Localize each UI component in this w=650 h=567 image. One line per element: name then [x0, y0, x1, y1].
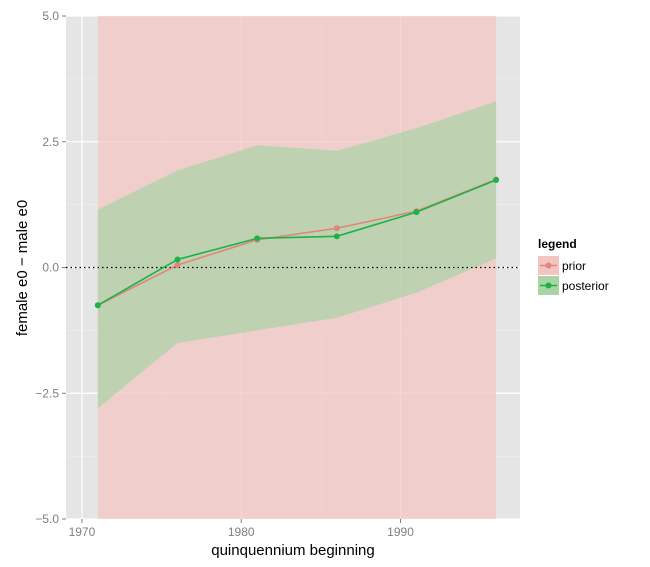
legend-entry-prior: prior: [538, 256, 586, 275]
x-tick-label: 1970: [69, 525, 96, 539]
y-tick-label: 2.5: [42, 135, 59, 149]
axes: 1970 1980 1990 −5.0 −2.5 0.0 2.5 5.0: [35, 9, 414, 539]
y-axis-title: female e0 − male e0: [14, 200, 31, 336]
series-lines: [97, 178, 497, 306]
point-posterior: [493, 176, 500, 183]
y-tick-label: 0.0: [42, 261, 59, 275]
point-posterior: [333, 233, 340, 240]
point-prior: [174, 261, 181, 268]
legend: legend prior posterior: [538, 237, 609, 295]
legend-key-point-prior: [545, 262, 552, 269]
point-posterior: [413, 209, 420, 216]
y-tick-label: −2.5: [35, 386, 59, 400]
legend-entry-posterior: posterior: [538, 276, 609, 295]
legend-label-prior: prior: [562, 259, 586, 273]
x-axis-title: quinquennium beginning: [211, 542, 374, 559]
line-prior: [97, 178, 497, 306]
point-prior: [333, 225, 340, 232]
y-tick-label: 5.0: [42, 9, 59, 23]
band-posterior: [97, 101, 497, 409]
x-tick-label: 1990: [387, 525, 414, 539]
legend-key-point-posterior: [545, 282, 552, 289]
legend-title: legend: [538, 237, 577, 251]
x-tick-label: 1980: [228, 525, 255, 539]
point-posterior: [254, 235, 261, 242]
series-points: [94, 176, 500, 309]
line-posterior: [97, 179, 497, 306]
point-posterior: [174, 256, 181, 263]
point-posterior: [94, 302, 101, 309]
legend-label-posterior: posterior: [562, 279, 609, 293]
y-tick-label: −5.0: [35, 512, 59, 526]
